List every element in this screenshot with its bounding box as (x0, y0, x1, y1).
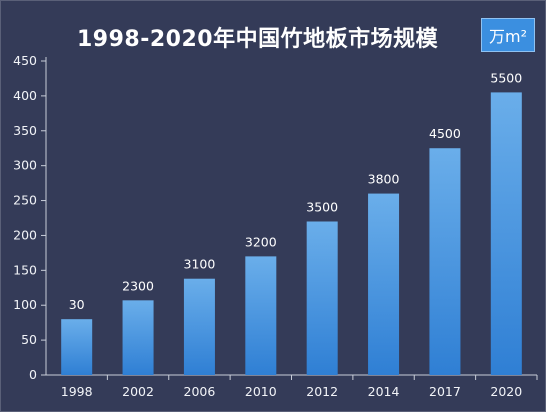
data-label: 4500 (429, 126, 461, 141)
y-tick-label: 150 (13, 262, 37, 277)
unit-label: 万m² (488, 27, 527, 46)
data-label: 3100 (184, 257, 216, 272)
y-tick-label: 200 (13, 227, 37, 242)
data-label: 30 (69, 297, 85, 312)
data-label: 3800 (368, 172, 400, 187)
x-tick-label: 2012 (306, 384, 338, 399)
x-tick-label: 2014 (368, 384, 400, 399)
x-tick-label: 2010 (245, 384, 277, 399)
bar (122, 300, 154, 375)
bar (183, 278, 215, 375)
bar (61, 319, 93, 375)
y-tick-label: 50 (21, 332, 37, 347)
x-tick-label: 2020 (490, 384, 522, 399)
bar (306, 221, 338, 375)
bar (245, 256, 277, 375)
chart-title: 1998-2020年中国竹地板市场规模 (77, 27, 439, 52)
x-tick-label: 2017 (429, 384, 461, 399)
y-tick-label: 250 (13, 193, 37, 208)
y-tick-label: 300 (13, 158, 37, 173)
y-tick-label: 0 (29, 367, 37, 382)
y-tick-label: 400 (13, 88, 37, 103)
data-label: 2300 (122, 278, 154, 293)
data-label: 3500 (306, 199, 338, 214)
bar (490, 92, 522, 376)
bar (429, 148, 461, 375)
bar (368, 193, 400, 375)
x-tick-label: 1998 (61, 384, 93, 399)
data-label: 5500 (490, 70, 522, 85)
unit-badge: 万m² (481, 18, 535, 52)
x-tick-label: 2002 (122, 384, 154, 399)
y-tick-label: 100 (13, 297, 37, 312)
x-tick-label: 2006 (184, 384, 216, 399)
data-label: 3200 (245, 234, 277, 249)
y-tick-label: 350 (13, 123, 37, 138)
y-tick-label: 450 (13, 53, 37, 68)
